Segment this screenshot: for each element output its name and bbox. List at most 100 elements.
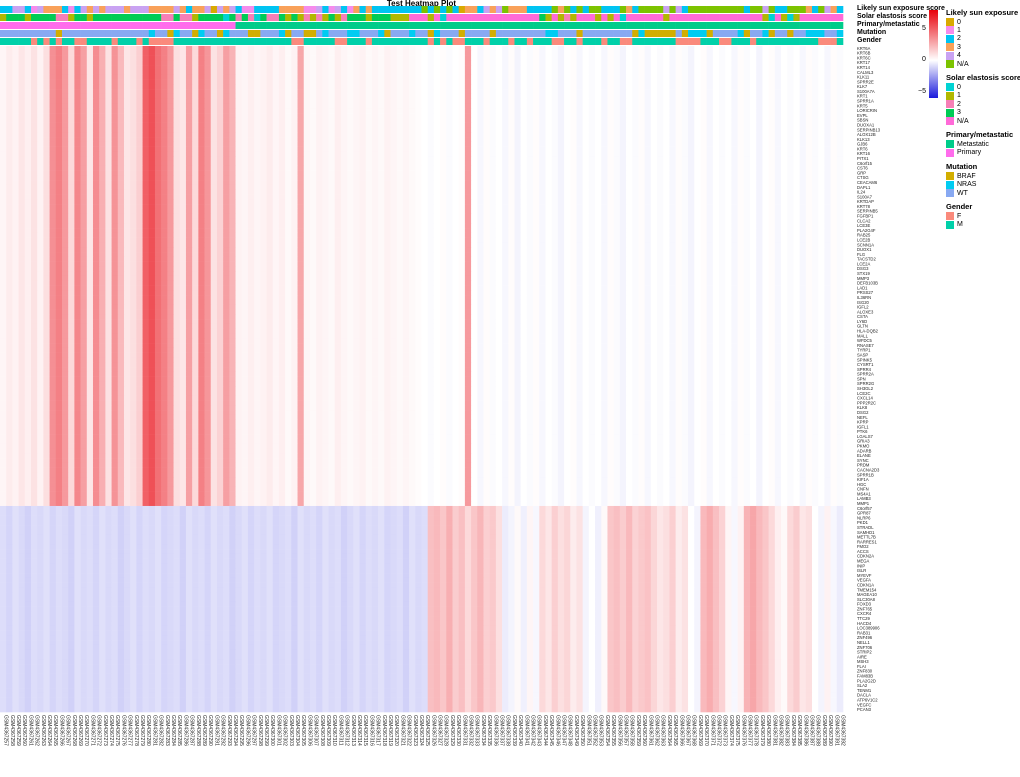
heatmap-cell: [272, 117, 280, 123]
heatmap-cell: [192, 46, 199, 52]
heatmap-cell: [142, 108, 150, 114]
heatmap-cell: [595, 117, 602, 123]
heatmap-cell: [179, 137, 187, 143]
heatmap-cell: [675, 170, 683, 176]
heatmap-cell: [750, 98, 757, 104]
heatmap-cell: [24, 218, 32, 224]
heatmap-cell: [99, 146, 106, 152]
heatmap-cell: [130, 199, 137, 205]
heatmap-cell: [111, 93, 119, 100]
heatmap-cell: [229, 46, 236, 52]
heatmap-cell: [173, 98, 181, 104]
heatmap-cell: [111, 46, 119, 52]
heatmap-cell: [167, 113, 174, 119]
heatmap-cell: [433, 74, 441, 80]
heatmap-cell: [402, 137, 410, 143]
heatmap-cell: [725, 199, 732, 205]
heatmap-cell: [570, 156, 577, 162]
heatmap-cell: [743, 74, 751, 80]
heatmap-cell: [384, 98, 391, 104]
heatmap-cell: [564, 79, 571, 85]
heatmap-cell: [576, 65, 583, 71]
heatmap-cell: [508, 165, 515, 171]
heatmap-cell: [390, 156, 398, 162]
heatmap-cell: [830, 127, 838, 133]
heatmap-cell: [390, 165, 398, 171]
heatmap-cell: [595, 146, 602, 152]
heatmap-cell: [55, 213, 63, 219]
heatmap-cell: [378, 175, 385, 181]
heatmap-cell: [688, 151, 695, 157]
heatmap-cell: [427, 50, 435, 56]
heatmap-cell: [142, 175, 150, 181]
heatmap-cell: [278, 127, 286, 133]
heatmap-cell: [545, 79, 552, 85]
heatmap-cell: [762, 69, 769, 76]
heatmap-cell: [433, 117, 441, 123]
heatmap-cell: [86, 46, 94, 52]
heatmap-cell: [446, 93, 453, 100]
heatmap-cell: [86, 165, 94, 171]
heatmap-cell: [644, 60, 652, 66]
heatmap-cell: [743, 50, 751, 56]
heatmap-cell: [80, 122, 88, 128]
heatmap-cell: [92, 79, 100, 85]
heatmap-cell: [359, 113, 367, 119]
heatmap-cell: [613, 137, 621, 143]
heatmap-cell: [105, 60, 112, 66]
heatmap-cell: [334, 151, 342, 157]
heatmap-cell: [61, 50, 69, 56]
heatmap-cell: [526, 151, 534, 157]
heatmap-cell: [706, 84, 714, 90]
heatmap-cell: [49, 170, 57, 176]
heatmap-cell: [607, 89, 614, 95]
heatmap-cell: [526, 132, 534, 138]
heatmap-cell: [750, 132, 757, 138]
heatmap-cell: [700, 113, 707, 119]
heatmap-cell: [502, 50, 509, 56]
heatmap-cell: [297, 204, 305, 210]
heatmap-cell: [185, 108, 193, 114]
heatmap-cell: [353, 98, 360, 104]
heatmap-cell: [601, 74, 608, 80]
heatmap-cell: [787, 108, 794, 114]
heatmap-cell: [545, 122, 552, 128]
heatmap-cell: [173, 69, 181, 76]
heatmap-cell: [712, 50, 720, 56]
heatmap-cell: [681, 117, 689, 123]
heatmap-cell: [774, 117, 782, 123]
heatmap-cell: [477, 204, 484, 210]
heatmap-cell: [781, 50, 788, 56]
heatmap-cell: [99, 156, 106, 162]
heatmap-cell: [787, 141, 794, 147]
heatmap-cell: [551, 55, 559, 61]
heatmap-cell: [384, 69, 391, 76]
heatmap-cell: [359, 137, 367, 143]
heatmap-cell: [297, 213, 305, 219]
heatmap-cell: [322, 151, 329, 157]
heatmap-cell: [731, 108, 738, 114]
heatmap-cell: [489, 194, 497, 200]
heatmap-cell: [812, 117, 819, 123]
heatmap-cell: [694, 46, 701, 52]
heatmap-cell: [260, 208, 267, 214]
heatmap-cell: [92, 165, 100, 171]
heatmap-cell: [402, 69, 410, 76]
heatmap-cell: [130, 69, 137, 76]
heatmap-cell: [371, 50, 379, 56]
heatmap-cell: [719, 165, 726, 171]
heatmap-cell: [427, 208, 435, 214]
heatmap-cell: [316, 60, 323, 66]
heatmap-cell: [204, 69, 212, 76]
heatmap-cell: [43, 137, 50, 143]
heatmap-cell: [495, 180, 503, 186]
heatmap-cell: [347, 213, 354, 219]
heatmap-cell: [440, 151, 447, 157]
heatmap-cell: [55, 65, 63, 71]
heatmap-cell: [359, 55, 367, 61]
heatmap-cell: [247, 108, 255, 114]
heatmap-cell: [371, 65, 379, 71]
heatmap-cell: [607, 60, 614, 66]
heatmap-cell: [74, 146, 81, 152]
heatmap-cell: [340, 156, 348, 162]
